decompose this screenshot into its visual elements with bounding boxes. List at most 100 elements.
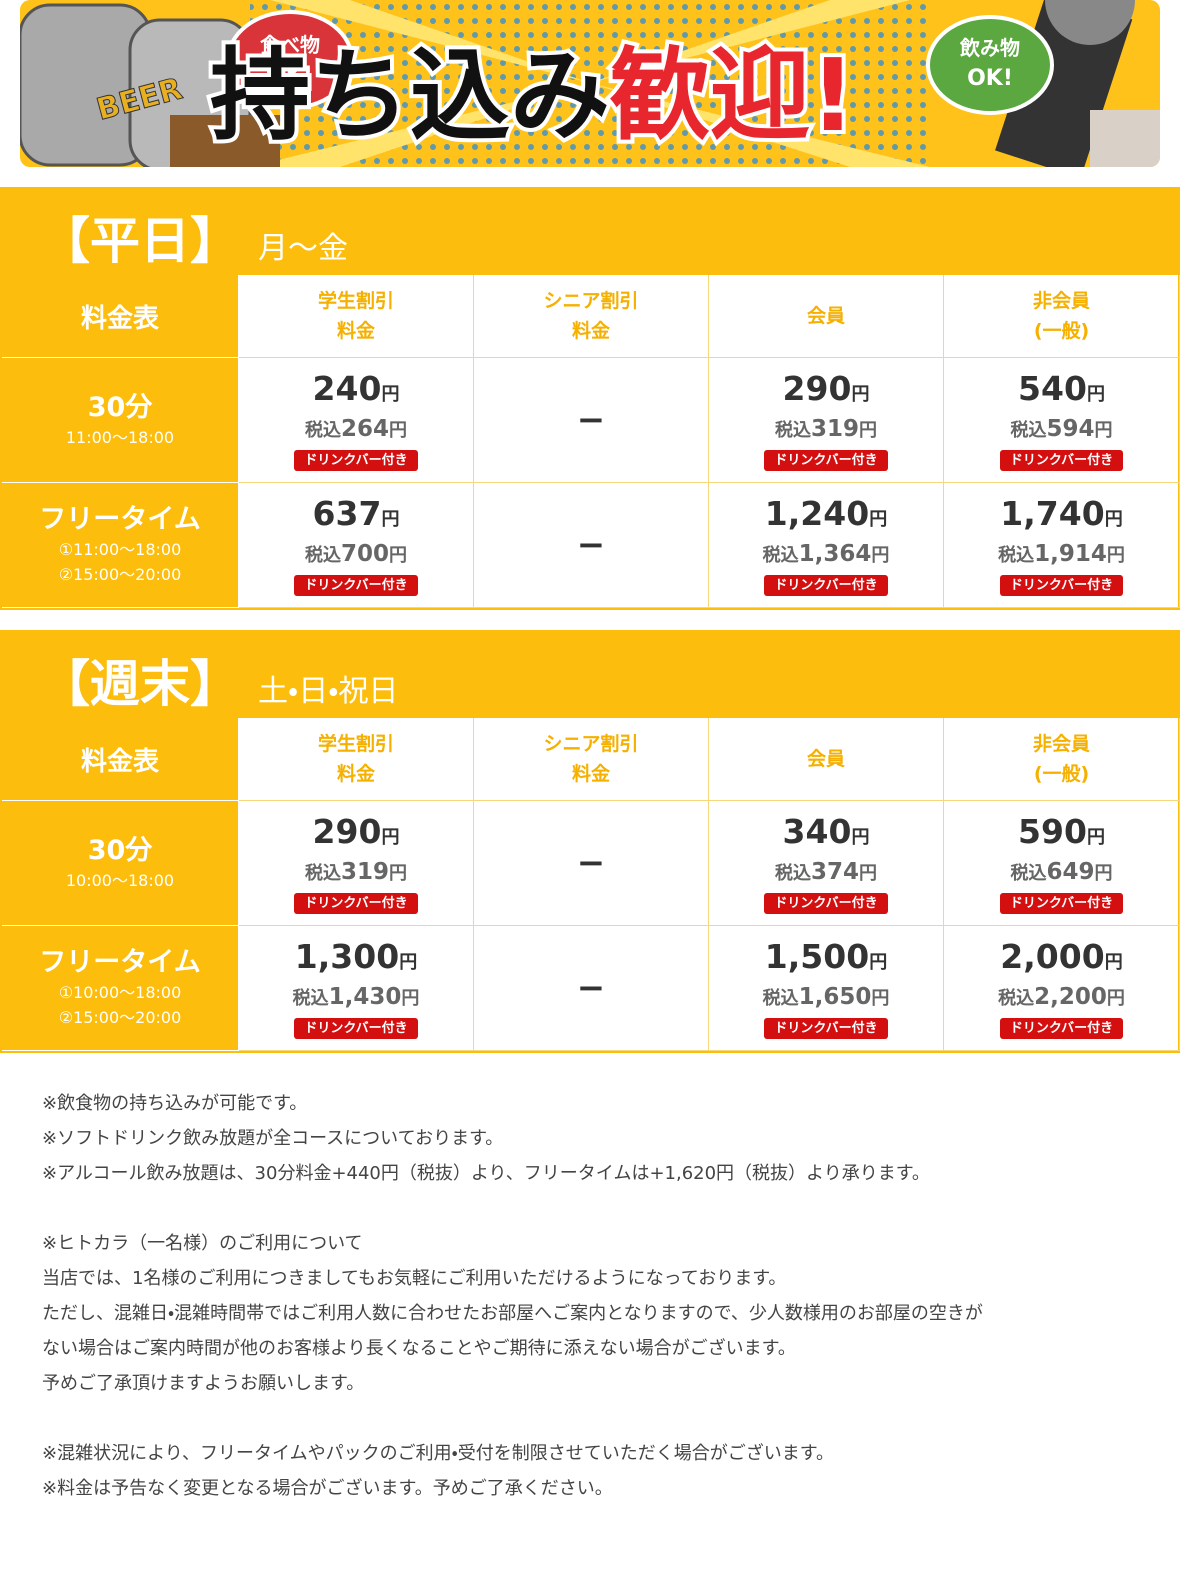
column-header: 非会員 [1032,290,1090,312]
table-cell: フリータイム ①11:00〜18:00 ②15:00〜20:00 [2,483,239,608]
column-header: 料金 [336,320,375,342]
table-cell: 30分 11:00〜18:00 [2,358,239,483]
badge: ドリンクバー付き [999,1017,1124,1039]
tax-label: 税込 [774,419,811,441]
dash: − [576,843,606,883]
tax-unit: 円 [1094,862,1113,884]
tax-unit: 円 [389,419,407,441]
tax-unit: 円 [389,862,407,884]
price-value: 1,300 [294,936,400,976]
table-cell: 会員 [709,718,944,801]
banner-title-accent: 歓迎! [610,37,856,154]
tax-value: 319 [340,858,389,885]
price: 1,240円 [765,494,888,539]
tax-unit: 円 [871,987,890,1009]
note-line: ※混雑状況により、フリータイムやパックのご利用・受付を制限させていただく場合がご… [42,1443,834,1464]
row-time: ②15:00〜20:00 [58,1008,182,1027]
dash: − [576,400,606,440]
column-header: 会員 [806,748,845,770]
tax-label: 税込 [304,419,341,441]
tax-price: 税込1,650円 [763,982,890,1014]
table-cell: 会員 [709,275,944,358]
price: 540円 [1018,368,1105,414]
price-unit: 円 [381,508,400,530]
column-header: 学生割引 [317,733,394,755]
tax-value: 374 [810,858,859,885]
table-cell: シニア割引 料金 [474,275,709,358]
row-name: フリータイム [39,504,201,535]
table-cell: 590円 税込649円 ドリンクバー付き [944,801,1180,926]
price: 1,740円 [1000,493,1122,539]
badge: ドリンクバー付き [764,449,888,471]
table-cell: 1,240円 税込1,364円 ドリンクバー付き [709,483,944,608]
tax-price: 税込319円 [305,857,407,889]
note-group: ※飲食物の持ち込みが可能です。 ※ソフトドリンク飲み放題が全コースについております… [42,1086,1162,1191]
note-group: ※ヒトカラ（一名様）のご利用について 当店では、1名様のご利用につきましてもお気軽… [42,1226,1162,1401]
table-cell: 2,000円 税込2,200円 ドリンクバー付き [944,926,1180,1051]
table-cell: 290円 税込319円 ドリンクバー付き [239,801,474,926]
table-cell: 637円 税込700円 ドリンクバー付き [239,483,474,608]
price-value: 540 [1018,368,1087,408]
row-time: ①11:00〜18:00 [58,540,182,559]
price-value: 290 [312,811,382,851]
row-time: 11:00〜18:00 [65,427,175,447]
table-cell: − [474,801,709,926]
price: 590円 [1018,811,1105,857]
note-line: 予めご了承頂けますようお願いします。 [42,1373,365,1394]
table-cell: 学生割引 料金 [239,718,474,801]
table-cell: シニア割引 料金 [474,718,709,801]
price: 1,300円 [294,936,418,982]
tax-price: 税込1,430円 [293,982,420,1014]
price-value: 1,740 [1000,493,1105,533]
column-header: 料金 [571,320,610,342]
price-value: 637 [312,493,382,533]
table-cell: 料金表 [2,718,239,801]
table-cell: 非会員 (一般) [944,275,1180,358]
table-cell: 1,740円 税込1,914円 ドリンクバー付き [944,483,1180,608]
price-value: 590 [1018,811,1087,851]
column-header: (一般) [1033,763,1090,785]
tax-label: 税込 [762,544,799,566]
tax-value: 649 [1046,858,1095,885]
tax-value: 594 [1046,415,1095,442]
table-cell: − [474,926,709,1051]
tax-value: 1,364 [798,540,872,567]
tax-unit: 円 [401,987,420,1009]
tax-price: 税込264円 [305,414,407,446]
price-value: 1,500 [764,936,870,976]
price-unit: 円 [851,826,870,848]
tax-unit: 円 [859,862,877,884]
tax-unit: 円 [1106,544,1125,566]
tax-label: 税込 [304,862,341,884]
tax-value: 1,430 [328,983,402,1010]
badge: ドリンクバー付き [999,892,1124,914]
row-time: ②15:00〜20:00 [58,565,182,584]
price-unit: 円 [399,951,418,973]
tax-label: 税込 [762,987,799,1009]
tax-value: 1,914 [1034,540,1107,567]
tax-price: 税込594円 [1010,414,1112,446]
badge: ドリンクバー付き [764,1017,888,1039]
price: 290円 [312,811,400,857]
section-subtitle: 月〜金 [258,231,348,266]
note-line: ただし、混雑日・混雑時間帯ではご利用人数に合わせたお部屋へご案内となりますので、… [42,1303,983,1324]
price: 290円 [783,369,870,414]
price-table: 料金表 学生割引 料金 シニア割引 料金 会員 非会員 (一般) 30分 10:00〜18:00 2… [0,718,1180,1053]
table-cell: 30分 10:00〜18:00 [2,801,239,926]
price-unit: 円 [869,508,888,530]
note-line: ※飲食物の持ち込みが可能です。 [42,1093,308,1114]
price: 1,500円 [764,936,887,982]
price: 240円 [313,369,400,414]
badge: ドリンクバー付き [764,892,888,914]
price-value: 2,000 [1000,936,1105,976]
dash: − [576,525,606,565]
price-unit: 円 [381,383,400,405]
price-unit: 円 [1086,826,1105,848]
table-cell: 540円 税込594円 ドリンクバー付き [944,358,1180,483]
corner-label: 料金表 [80,303,159,334]
note-line: ない場合はご案内時間が他のお客様より長くなることやご期待に添えない場合がございま… [42,1338,796,1359]
tax-label: 税込 [292,987,329,1009]
price-value: 340 [782,811,852,851]
tax-label: 税込 [304,544,341,566]
